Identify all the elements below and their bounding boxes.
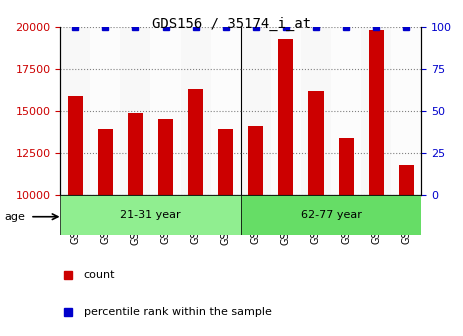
Bar: [248, 126, 263, 195]
Bar: [391, 27, 421, 195]
Bar: [68, 96, 83, 195]
Bar: [308, 91, 324, 195]
Bar: [331, 27, 361, 195]
Bar: [158, 119, 173, 195]
Bar: [361, 27, 391, 195]
Bar: [211, 27, 241, 195]
Bar: [218, 129, 233, 195]
Text: percentile rank within the sample: percentile rank within the sample: [84, 307, 272, 318]
Bar: [128, 113, 143, 195]
Bar: [120, 27, 150, 195]
Bar: [241, 27, 271, 195]
Bar: [338, 138, 354, 195]
Bar: [399, 165, 414, 195]
Bar: [60, 27, 90, 195]
Bar: [150, 27, 181, 195]
FancyBboxPatch shape: [241, 195, 421, 235]
Text: age: age: [5, 212, 25, 222]
Bar: [181, 27, 211, 195]
Text: count: count: [84, 270, 115, 280]
FancyBboxPatch shape: [60, 195, 241, 235]
Bar: [98, 129, 113, 195]
Text: 21-31 year: 21-31 year: [120, 210, 181, 220]
Bar: [90, 27, 120, 195]
Bar: [188, 89, 203, 195]
Bar: [271, 27, 301, 195]
Bar: [369, 30, 384, 195]
Text: 62-77 year: 62-77 year: [300, 210, 362, 220]
Text: GDS156 / 35174_i_at: GDS156 / 35174_i_at: [152, 17, 311, 31]
Bar: [301, 27, 331, 195]
Bar: [278, 39, 294, 195]
